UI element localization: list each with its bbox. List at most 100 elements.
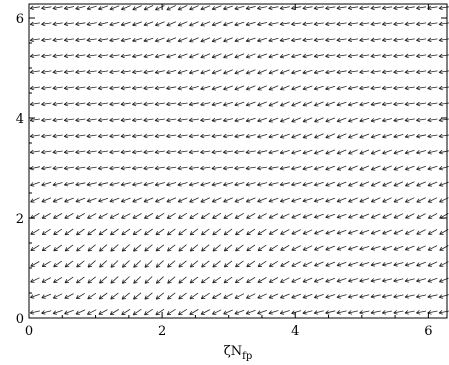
x-axis-ticks bbox=[28, 4, 429, 318]
vector-arrow bbox=[97, 133, 109, 139]
vector-arrow bbox=[257, 21, 268, 27]
vector-arrow bbox=[370, 21, 381, 27]
vector-arrow bbox=[257, 134, 268, 139]
x-tick-label: 6 bbox=[424, 324, 432, 339]
vector-arrow bbox=[223, 69, 233, 75]
vector-arrow bbox=[200, 21, 211, 27]
vector-arrow bbox=[279, 85, 290, 91]
vector-arrow bbox=[110, 276, 119, 284]
x-tick-label: 2 bbox=[158, 324, 166, 339]
vector-arrow bbox=[87, 260, 96, 268]
vector-arrow bbox=[75, 53, 86, 59]
vector-arrow bbox=[211, 37, 222, 43]
vector-arrow bbox=[268, 197, 279, 203]
vector-arrow bbox=[348, 245, 358, 251]
vector-arrow bbox=[75, 133, 86, 139]
vector-arrow bbox=[155, 212, 165, 219]
vector-arrow bbox=[302, 245, 313, 251]
vector-arrow bbox=[416, 85, 427, 91]
vector-arrow bbox=[234, 165, 245, 171]
vector-arrow bbox=[302, 149, 313, 155]
vector-arrow bbox=[98, 197, 109, 203]
vector-arrow bbox=[279, 21, 290, 27]
vector-arrow bbox=[167, 292, 176, 300]
vector-arrow bbox=[120, 21, 131, 27]
vector-arrow bbox=[155, 5, 165, 11]
vector-arrow bbox=[235, 244, 244, 252]
vector-arrow bbox=[75, 85, 86, 91]
vector-arrow bbox=[52, 293, 63, 299]
vector-arrow bbox=[268, 244, 279, 251]
vector-arrow bbox=[86, 5, 97, 11]
vector-arrow bbox=[212, 293, 222, 299]
vector-arrow bbox=[52, 310, 63, 315]
vector-arrow bbox=[246, 228, 256, 236]
vector-arrow bbox=[41, 165, 52, 171]
vector-arrow bbox=[404, 294, 415, 299]
vector-arrow bbox=[178, 276, 187, 284]
vector-arrow bbox=[177, 101, 188, 107]
vector-arrow bbox=[178, 212, 188, 219]
vector-arrow bbox=[41, 21, 52, 27]
vector-arrow bbox=[211, 197, 222, 203]
vector-arrow bbox=[143, 197, 154, 203]
vector-arrow bbox=[178, 308, 188, 316]
vector-arrow bbox=[64, 213, 74, 219]
vector-arrow bbox=[325, 213, 336, 219]
vector-arrow bbox=[302, 229, 313, 235]
vector-arrow bbox=[427, 133, 438, 139]
vector-arrow bbox=[336, 101, 347, 107]
vector-arrow bbox=[234, 118, 245, 123]
vector-arrow bbox=[189, 53, 199, 59]
vector-arrow bbox=[75, 117, 86, 123]
vector-arrow bbox=[63, 69, 75, 75]
vector-arrow bbox=[313, 213, 324, 219]
vector-arrow bbox=[325, 21, 336, 27]
vector-arrow bbox=[404, 53, 415, 59]
vector-arrow bbox=[189, 309, 199, 315]
vector-arrow bbox=[280, 229, 290, 235]
vector-arrow bbox=[41, 260, 51, 267]
vector-arrow bbox=[76, 244, 85, 252]
vector-arrow bbox=[52, 5, 63, 11]
vector-arrow bbox=[41, 37, 52, 43]
vector-arrow bbox=[155, 197, 165, 203]
vector-arrow bbox=[291, 245, 301, 251]
vector-arrow bbox=[313, 149, 324, 155]
vector-arrow bbox=[268, 213, 279, 219]
vector-arrow bbox=[382, 118, 393, 123]
vector-arrow bbox=[393, 21, 404, 27]
vector-arrow bbox=[257, 228, 267, 235]
vector-arrow bbox=[211, 182, 222, 187]
vector-arrow bbox=[211, 102, 222, 107]
vector-arrow bbox=[121, 292, 130, 300]
vector-arrow bbox=[325, 69, 336, 75]
vector-arrow bbox=[291, 197, 302, 203]
vector-arrow bbox=[132, 85, 143, 91]
vector-arrow bbox=[29, 133, 40, 139]
vector-arrow bbox=[143, 133, 154, 139]
vector-arrow bbox=[245, 101, 256, 107]
vector-arrow bbox=[393, 197, 404, 203]
vector-arrow bbox=[359, 85, 370, 91]
vector-arrow bbox=[154, 21, 165, 27]
vector-arrow bbox=[87, 213, 97, 219]
vector-arrow bbox=[98, 292, 108, 300]
vector-arrow bbox=[234, 276, 244, 284]
vector-arrow bbox=[416, 197, 426, 203]
vector-arrow bbox=[325, 85, 336, 91]
vector-arrow bbox=[336, 53, 347, 59]
vector-arrow bbox=[222, 165, 234, 171]
vector-arrow bbox=[109, 5, 120, 11]
vector-arrow bbox=[109, 133, 120, 139]
vector-arrow bbox=[177, 165, 188, 171]
vector-arrow bbox=[234, 101, 245, 107]
vector-arrow bbox=[144, 260, 153, 268]
vector-arrow bbox=[416, 165, 427, 171]
vector-arrow bbox=[404, 310, 415, 315]
vector-arrow bbox=[404, 117, 415, 123]
vector-arrow bbox=[63, 21, 75, 27]
vector-arrow bbox=[200, 5, 211, 11]
vector-arrow bbox=[336, 86, 347, 91]
vector-arrow bbox=[132, 21, 143, 27]
